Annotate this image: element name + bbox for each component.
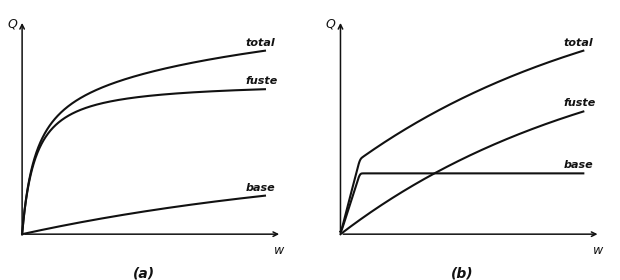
- Text: base: base: [246, 183, 275, 193]
- Text: total: total: [246, 38, 275, 48]
- Text: total: total: [564, 38, 593, 48]
- Text: base: base: [564, 160, 593, 170]
- Text: Q: Q: [326, 18, 335, 31]
- Text: w: w: [593, 244, 603, 257]
- Text: fuste: fuste: [246, 76, 278, 86]
- Text: fuste: fuste: [564, 99, 596, 108]
- Text: w: w: [275, 244, 285, 257]
- Text: (a): (a): [133, 267, 154, 280]
- Text: Q: Q: [7, 18, 17, 31]
- Text: (b): (b): [451, 267, 473, 280]
